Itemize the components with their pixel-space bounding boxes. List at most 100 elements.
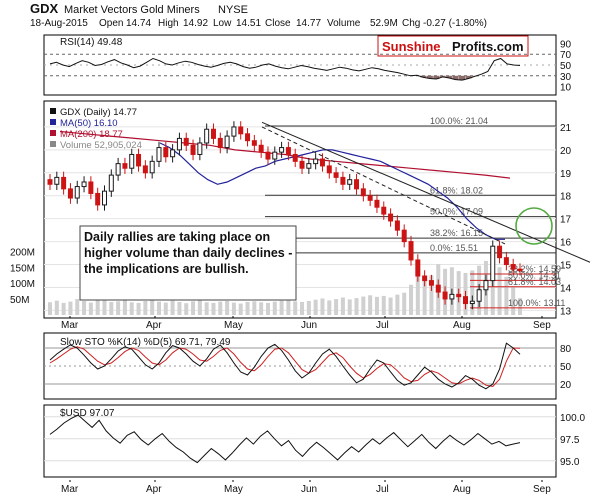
candle-body xyxy=(313,158,319,165)
symbol: GDX xyxy=(30,1,59,16)
volume-bar xyxy=(347,299,352,315)
candle-body xyxy=(176,137,182,151)
usd-line xyxy=(49,414,521,464)
ma50-line xyxy=(159,142,505,240)
candle-body xyxy=(204,128,210,144)
quote-date: 18-Aug-2015 xyxy=(30,18,88,29)
candle-body xyxy=(326,165,332,174)
volume-bar xyxy=(116,301,121,315)
stochastic-d-line xyxy=(49,346,521,387)
price-tick-label: 13 xyxy=(560,306,572,317)
candle-body xyxy=(101,190,107,206)
candle-body xyxy=(360,188,366,197)
price-tick-label: 18 xyxy=(560,192,572,203)
volume-bar xyxy=(265,302,270,315)
fibonacci-level-label: 100.0%: 21.04 xyxy=(430,116,488,126)
price-tick-label: 21 xyxy=(560,123,572,134)
candle-body xyxy=(415,259,421,277)
volume-bar xyxy=(368,295,373,315)
candle-body xyxy=(381,206,387,215)
candle-body xyxy=(476,289,482,302)
volume-bar xyxy=(48,302,52,315)
volume-bar xyxy=(54,300,59,315)
candle-body xyxy=(319,158,325,167)
chart-header: GDX Market Vectors Gold Miners NYSE 18-A… xyxy=(30,1,487,29)
usd-month-label: Sep xyxy=(533,484,551,495)
volume-bar xyxy=(415,273,420,315)
candle-body xyxy=(306,163,312,169)
usd-month-label: Jun xyxy=(301,484,317,495)
candle-body xyxy=(333,172,339,178)
volume-bar xyxy=(286,300,291,315)
volume-bar xyxy=(409,284,414,315)
price-month-label: Apr xyxy=(146,320,162,331)
candle-body xyxy=(197,142,203,155)
price-tick-label: 15 xyxy=(560,261,572,272)
candle-body xyxy=(422,275,428,282)
volume-bar xyxy=(402,292,407,315)
legend-swatch xyxy=(50,141,56,147)
candle-body xyxy=(108,174,114,192)
volume-bar xyxy=(197,300,202,315)
candle-body xyxy=(517,268,523,272)
candle-body xyxy=(394,220,400,231)
stochastic-tick-label: 80 xyxy=(560,344,572,355)
candle-body xyxy=(251,140,257,146)
rsi-line xyxy=(49,57,521,81)
legend-swatch xyxy=(50,119,56,125)
legend-swatch xyxy=(50,108,56,114)
volume-bar xyxy=(225,301,230,315)
price-tick-label: 14 xyxy=(560,283,572,294)
rsi-tick-label: 90 xyxy=(560,39,572,50)
high-value: 14.92 xyxy=(183,18,208,29)
usd-tick-label: 95.0 xyxy=(560,457,580,468)
usd-panel-frame xyxy=(43,404,557,478)
change-value: -0.27 (-1.80%) xyxy=(423,18,487,29)
candle-body xyxy=(61,176,67,190)
candle-body xyxy=(490,245,496,282)
candle-body xyxy=(142,165,148,174)
candle-body xyxy=(299,160,305,169)
volume-bar xyxy=(136,302,141,315)
brand-logo: Sunshine Profits.com xyxy=(377,35,529,57)
candle-body xyxy=(47,179,53,185)
volume-bar xyxy=(354,298,359,315)
price-month-label: May xyxy=(224,320,243,331)
candle-body xyxy=(347,179,353,185)
candle-body xyxy=(463,296,469,305)
candle-body xyxy=(503,257,509,266)
stochastic-k-line xyxy=(49,342,521,390)
volume-bar xyxy=(109,301,114,315)
candle-body xyxy=(245,133,251,142)
volume-bar xyxy=(177,301,182,315)
volume-bar xyxy=(68,301,73,315)
volume-bar xyxy=(511,286,516,315)
usd-month-label: Mar xyxy=(61,484,79,495)
price-tick-label: 20 xyxy=(560,146,572,157)
volume-bar xyxy=(381,295,386,315)
volume-bar xyxy=(490,262,495,315)
volume-bar xyxy=(497,267,502,315)
candle-body xyxy=(483,280,489,291)
stochastic-title: Slow STO %K(14) %D(5) 69.71, 79.49 xyxy=(60,337,231,348)
candle-body xyxy=(442,291,448,300)
volume-bar xyxy=(170,300,175,315)
volume-bar xyxy=(259,302,264,315)
fibonacci-level-label: 61.8%: 18.02 xyxy=(430,185,483,195)
candle-body xyxy=(81,181,87,188)
candle-body xyxy=(224,135,230,149)
legend-entry: Volume 52,905,024 xyxy=(60,140,142,151)
volume-bar xyxy=(327,300,332,315)
volume-bar xyxy=(143,301,148,315)
candle-body xyxy=(54,176,60,185)
volume-bar xyxy=(361,296,366,315)
fibonacci-level-label: 61.8%: 14.03 xyxy=(508,277,561,287)
volume-bar xyxy=(156,301,161,315)
usd-tick-label: 97.5 xyxy=(560,435,580,446)
candle-body xyxy=(497,245,503,259)
usd-month-label: Apr xyxy=(146,484,162,495)
fibonacci-level-label: 38.2%: 16.15 xyxy=(430,228,483,238)
candle-body xyxy=(428,280,434,286)
close-label: Close xyxy=(265,18,291,29)
volume-bar xyxy=(293,301,298,315)
